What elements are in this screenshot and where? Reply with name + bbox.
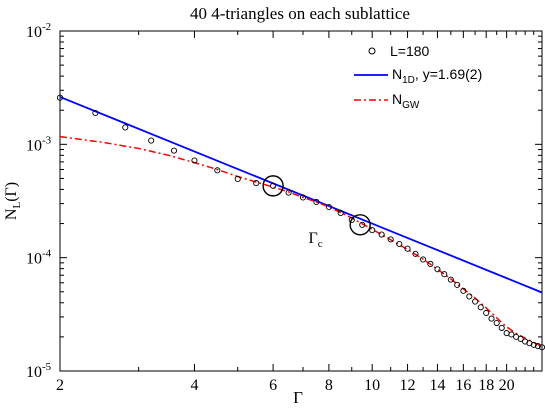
data-point [270,182,277,189]
x-tick-label: 20 [499,377,515,394]
data-point [434,266,441,273]
data-point [441,271,448,278]
data-point [325,203,332,211]
axis-ticks [59,30,543,372]
gamma-c-annotation-sub: c [318,238,323,250]
data-point [359,221,366,228]
highlight-circle [262,175,284,197]
data-point [170,147,178,154]
x-tick-label: 18 [478,377,494,394]
gamma-c-annotation: Γc [308,230,322,250]
x-tick-label: 12 [400,377,416,394]
legend-label-n1d-sub: 1D [402,75,415,86]
x-tick-labels: 2 4 6 8 10 12 14 16 18 20 [56,377,515,394]
x-tick-label: 16 [455,377,471,394]
data-point [483,309,490,317]
data-point [477,304,484,311]
data-point [488,315,495,322]
highlight-circle [349,214,371,236]
legend-label-n1d-main: N [392,66,402,82]
legend-label-n1d-rest: , y=1.69(2) [415,66,482,82]
data-point [234,175,241,182]
plot-frame [59,30,543,372]
data-point [253,180,260,187]
y-tick-labels: 10-5 10-4 10-3 10-2 [26,21,52,381]
series-layer [56,94,545,351]
data-point [299,194,307,201]
data-point [92,109,99,117]
data-point [530,341,537,348]
y-tick-label: 10-5 [26,361,52,381]
svg-text:N1D, y=1.69(2): N1D, y=1.69(2) [392,66,482,86]
x-tick-label: 10 [364,377,380,394]
data-point [214,167,221,174]
x-tick-label: 8 [325,377,333,394]
x-tick-label: 14 [429,377,445,394]
data-point [348,216,355,224]
legend-marker-circle [368,47,376,55]
y-axis-label: NL(Γ) [3,182,23,220]
data-point [285,189,292,196]
legend-label-l180: L=180 [390,43,430,59]
data-point [387,236,394,243]
series-n1d-line [59,96,543,294]
data-point [460,287,467,294]
data-point [466,293,473,300]
legend-entry-ngw: NGW [354,91,420,111]
data-point [412,250,419,257]
data-point [56,94,64,101]
data-point [396,240,403,248]
data-point [313,198,320,206]
chart-title: 40 4-triangles on each sublattice [190,4,410,23]
data-point [122,124,129,131]
x-tick-label: 4 [190,377,198,394]
data-point [493,319,500,327]
highlight-circles [262,175,371,236]
data-point [454,281,461,288]
data-point [508,331,515,338]
data-point [517,335,524,342]
svg-text:NL(Γ): NL(Γ) [3,182,23,220]
x-tick-label: 2 [56,377,64,394]
y-axis-label-sub: L [11,202,23,209]
data-point [369,227,376,234]
legend: L=180 N1D, y=1.69(2) NGW [354,43,482,111]
y-tick-label: 10-4 [26,248,52,268]
data-point [337,209,344,217]
data-point [420,256,427,263]
y-tick-label: 10-2 [26,21,51,41]
svg-text:NGW: NGW [392,91,420,111]
y-axis-label-main: N [3,208,20,220]
y-tick-label: 10-3 [26,134,52,154]
legend-entry-n1d: N1D, y=1.69(2) [354,66,482,86]
data-point [378,231,385,238]
data-point [498,324,505,331]
data-point [534,343,541,350]
legend-label-ngw-main: N [392,91,402,107]
data-point [447,276,454,283]
data-point [472,298,479,305]
legend-label-ngw-sub: GW [402,100,420,111]
data-point [148,137,155,144]
legend-entry-l180: L=180 [368,43,430,59]
x-axis-label: Γ [293,388,303,407]
gamma-c-annotation-main: Γ [308,230,317,247]
data-point [427,260,434,268]
y-axis-label-arg: (Γ) [3,182,20,202]
data-point [404,245,411,252]
x-tick-label: 6 [269,377,277,394]
data-point [191,157,198,164]
series-ngw-line [59,135,543,348]
